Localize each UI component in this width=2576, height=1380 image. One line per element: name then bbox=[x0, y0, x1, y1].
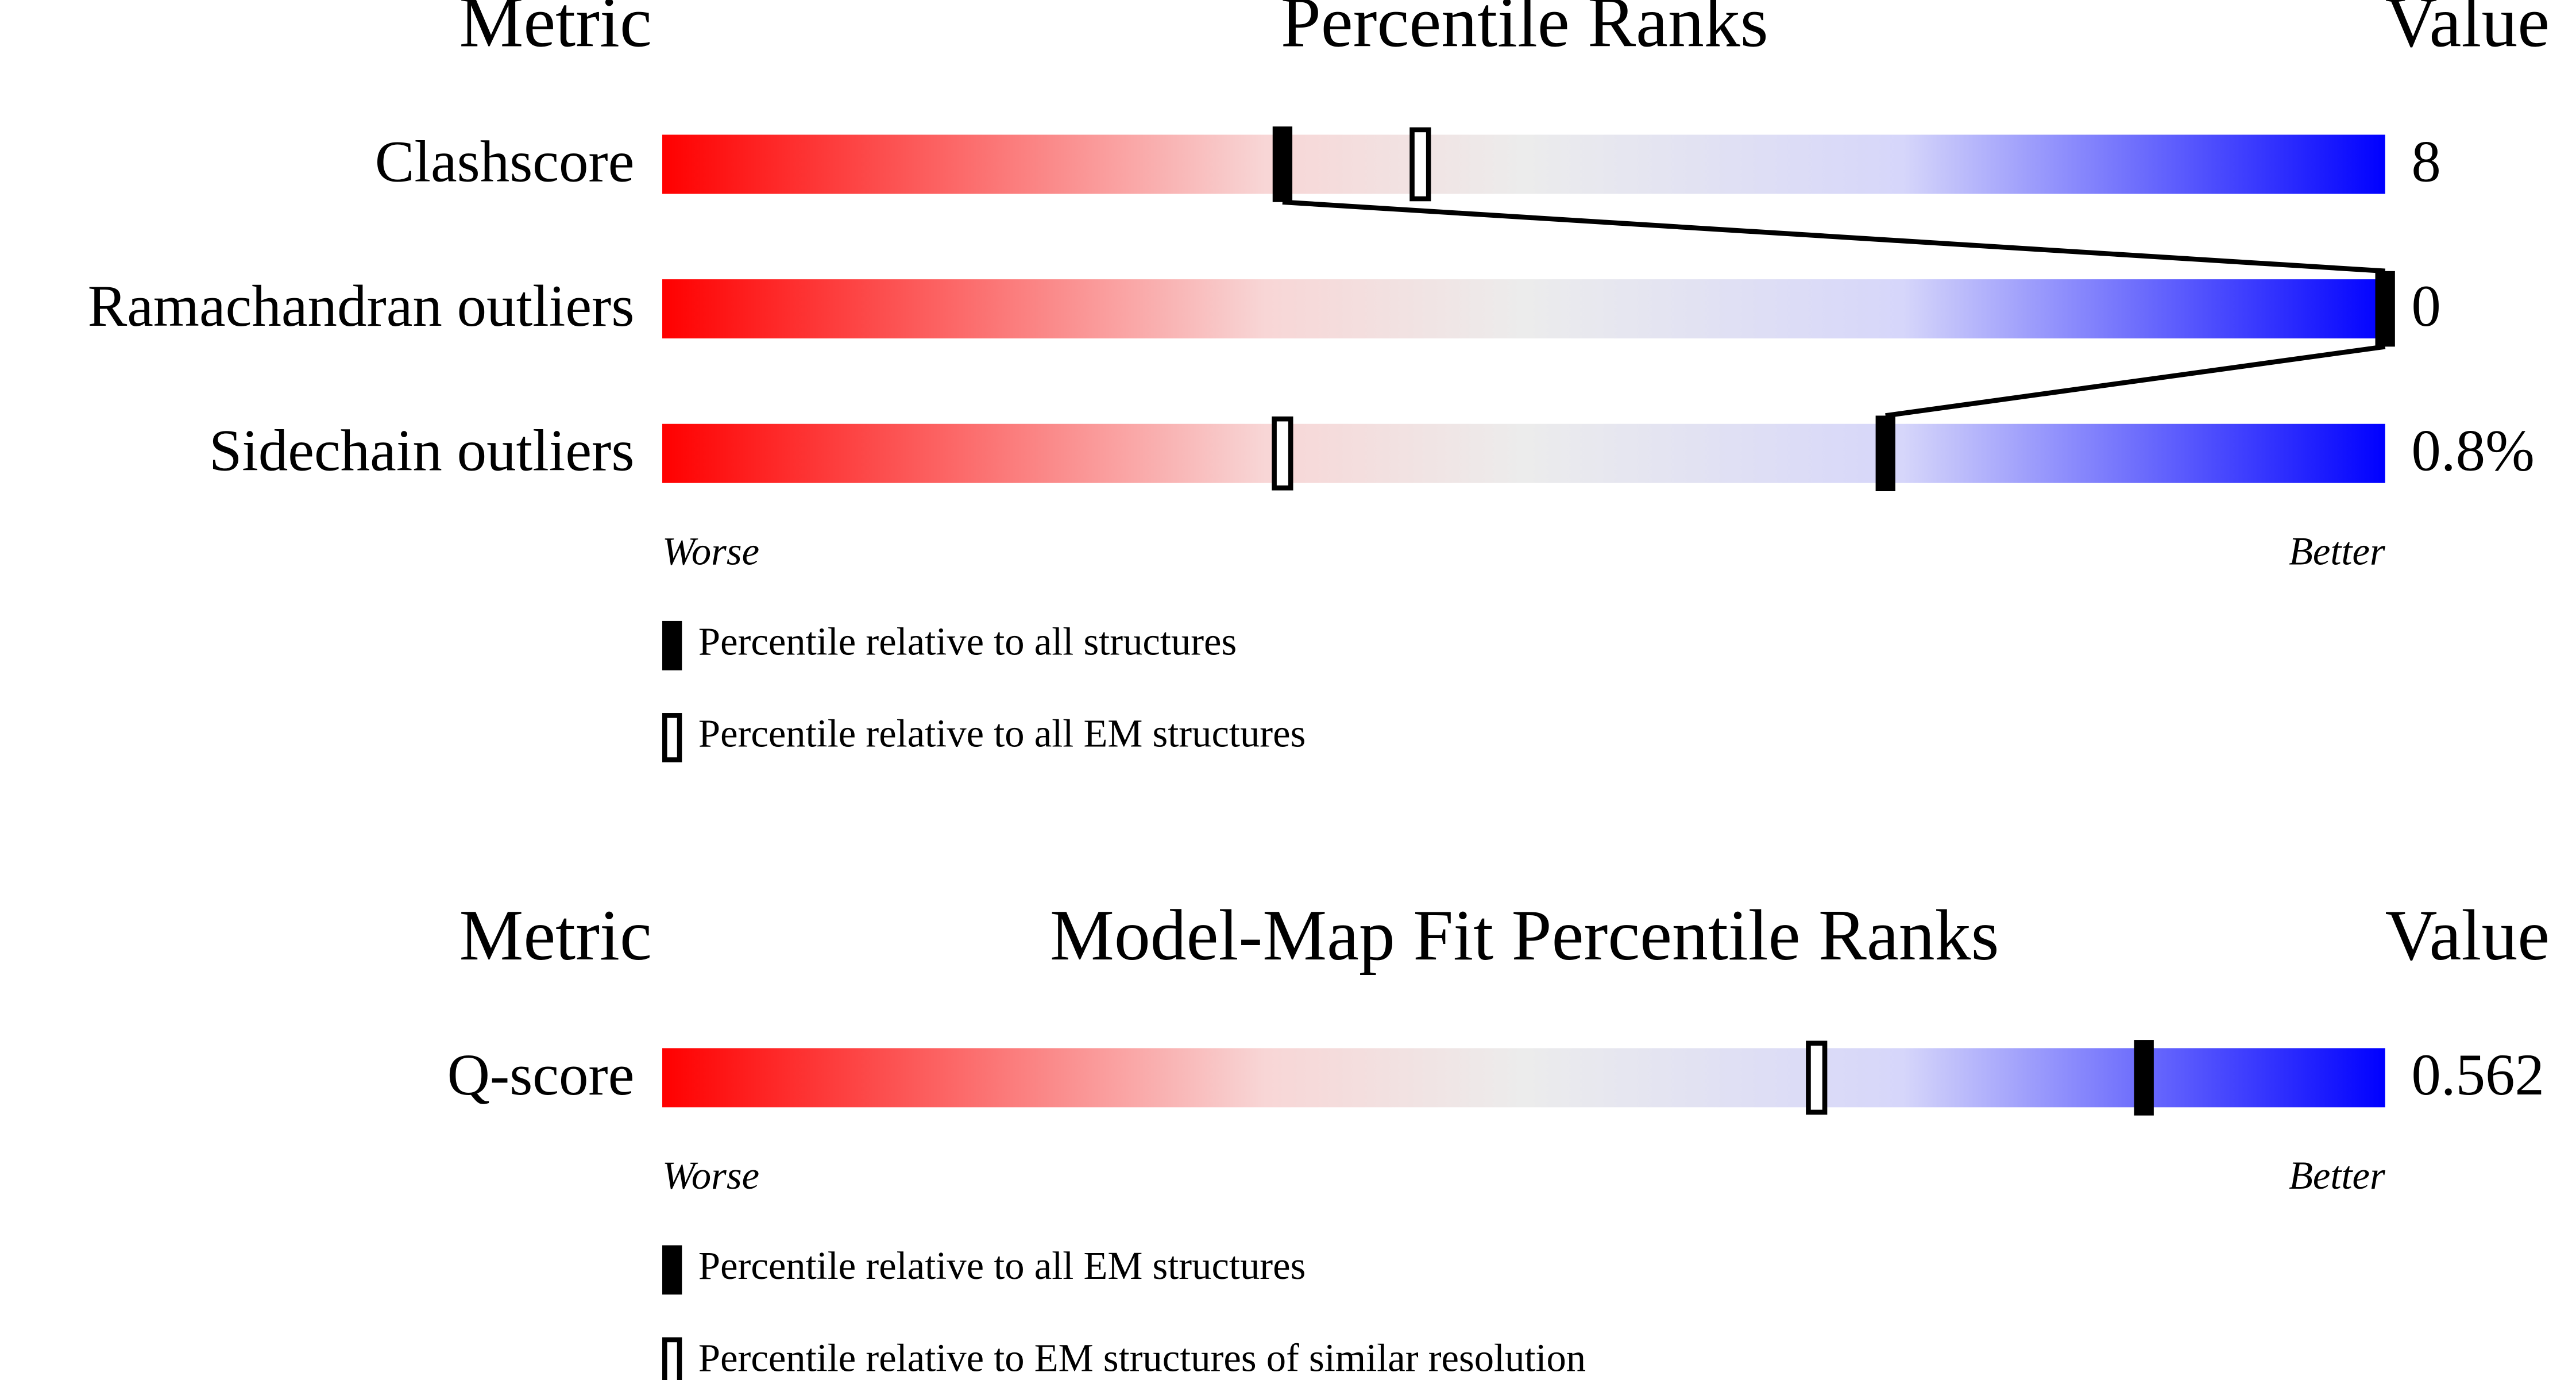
percentile-bar bbox=[662, 1048, 2385, 1108]
metric-label: Ramachandran outliers bbox=[88, 273, 635, 339]
chart-title: Model-Map Fit Percentile Ranks bbox=[1050, 896, 1999, 976]
value-header: Value bbox=[2385, 0, 2550, 62]
metric-header: Metric bbox=[459, 896, 651, 976]
connector bbox=[1282, 199, 2385, 274]
legend-label: Percentile relative to all EM structures bbox=[698, 712, 1306, 755]
chart-title: Percentile Ranks bbox=[1281, 0, 1768, 62]
percentile-marker-hollow bbox=[1409, 127, 1431, 202]
percentile-marker bbox=[1272, 126, 1293, 202]
metric-value: 0.8% bbox=[2411, 418, 2534, 484]
percentile-marker-hollow bbox=[1272, 416, 1293, 491]
metric-value: 8 bbox=[2411, 129, 2440, 194]
worse-label: Worse bbox=[662, 529, 759, 573]
legend-label: Percentile relative to EM structures of … bbox=[698, 1336, 1586, 1379]
value-header: Value bbox=[2385, 896, 2550, 976]
connector bbox=[1885, 344, 2386, 418]
percentile-bar bbox=[662, 279, 2385, 339]
legend-label: Percentile relative to all structures bbox=[698, 620, 1237, 664]
metric-label: Sidechain outliers bbox=[209, 418, 634, 484]
metric-value: 0 bbox=[2411, 273, 2440, 339]
metric-value: 0.562 bbox=[2411, 1042, 2544, 1108]
better-label: Better bbox=[2289, 1154, 2385, 1197]
legend-label: Percentile relative to all EM structures bbox=[698, 1244, 1306, 1288]
metric-label: Clashscore bbox=[375, 129, 635, 194]
better-label: Better bbox=[2289, 529, 2385, 573]
worse-label: Worse bbox=[662, 1154, 759, 1197]
percentile-bar bbox=[662, 134, 2385, 194]
percentile-marker-hollow bbox=[1806, 1040, 1828, 1115]
percentile-bar bbox=[662, 423, 2385, 483]
legend-marker bbox=[662, 1245, 682, 1295]
metric-label: Q-score bbox=[447, 1042, 635, 1108]
percentile-marker bbox=[1875, 415, 1895, 491]
percentile-marker bbox=[2134, 1040, 2154, 1116]
metric-header: Metric bbox=[459, 0, 651, 62]
legend-marker-hollow bbox=[662, 1337, 682, 1380]
legend-marker-hollow bbox=[662, 713, 682, 762]
legend-marker bbox=[662, 620, 682, 670]
percentile-marker bbox=[2375, 271, 2395, 347]
